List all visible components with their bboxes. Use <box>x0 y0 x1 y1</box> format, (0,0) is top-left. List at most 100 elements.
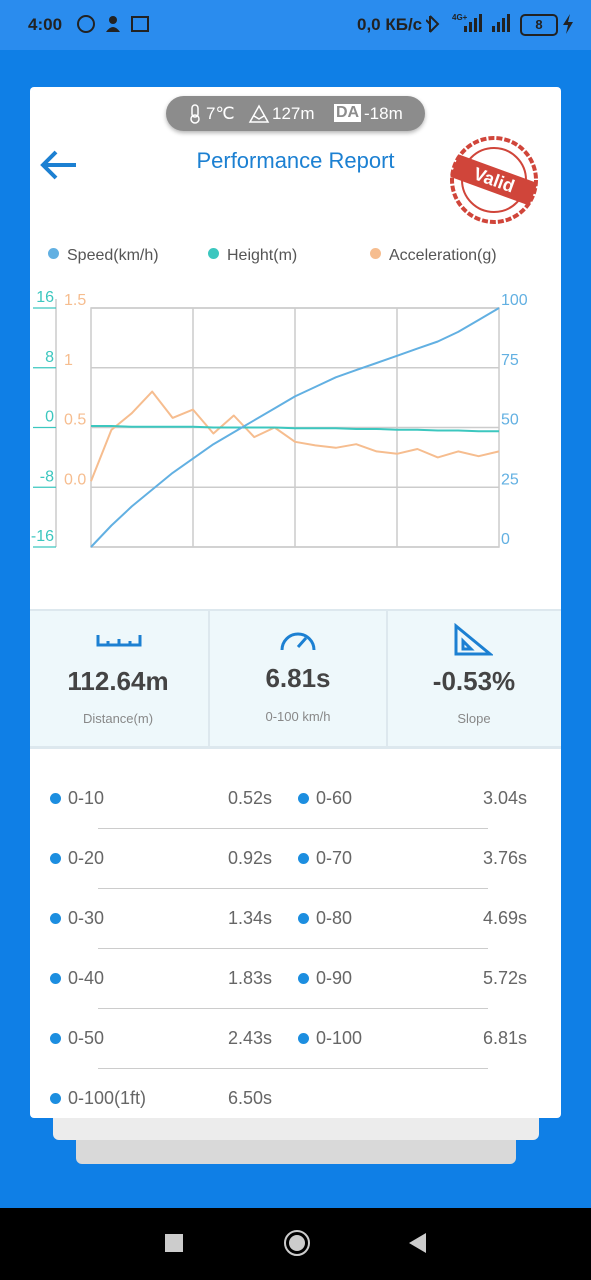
split-label: 0-90 <box>316 968 353 988</box>
legend-item: Acceleration(g) <box>370 247 497 265</box>
legend-dot <box>208 248 219 259</box>
battery: 8 <box>520 14 558 36</box>
density-altitude: -18m <box>364 104 403 123</box>
da-badge: DA <box>334 104 362 122</box>
mountain-icon <box>248 104 270 123</box>
split-dot <box>298 853 309 864</box>
legend-item: Height(m) <box>208 247 297 265</box>
split-label: 0-50 <box>68 1028 105 1048</box>
home-button[interactable] <box>284 1230 310 1256</box>
split-dot <box>50 793 61 804</box>
split-time: 0.92s <box>228 848 273 868</box>
series-line <box>90 390 500 482</box>
split-separator <box>98 948 488 949</box>
split-time: 4.69s <box>482 908 527 928</box>
split-dot <box>298 793 309 804</box>
temperature: 7℃ <box>206 104 235 123</box>
thermometer-icon <box>190 104 200 124</box>
y3-tick-label: 0.0 <box>64 471 86 488</box>
y3-tick-label: 0.5 <box>64 412 86 429</box>
slope-icon <box>454 623 493 656</box>
split-time: 3.04s <box>482 788 527 808</box>
split-time: 1.83s <box>228 968 273 988</box>
legend-dot <box>370 248 381 259</box>
clock: 4:00 <box>28 15 63 34</box>
split-dot <box>50 973 61 984</box>
series-line <box>91 425 499 433</box>
report-card <box>30 87 561 1118</box>
status-icons <box>77 15 149 33</box>
legend-label: Height(m) <box>227 247 298 264</box>
split-time: 1.34s <box>228 908 273 928</box>
split-dot <box>298 973 309 984</box>
valid-stamp: Valid <box>450 136 538 224</box>
split-time: 6.50s <box>228 1088 273 1108</box>
split-time: 2.43s <box>228 1028 273 1048</box>
split-label: 0-80 <box>316 908 353 928</box>
gauge-icon <box>280 632 316 651</box>
metric-value: 112.64m <box>67 666 169 696</box>
split-label: 0-10 <box>68 788 105 808</box>
nav-bar <box>0 1208 591 1280</box>
back-button[interactable] <box>38 148 80 182</box>
split-label: 0-100 <box>316 1028 363 1048</box>
split-dot <box>50 853 61 864</box>
split-separator <box>98 888 488 889</box>
nav-buttons <box>165 1230 426 1256</box>
y-tick-label: -16 <box>31 528 54 545</box>
metric-value: 6.81s <box>265 663 331 693</box>
metric-cell: 6.81s 0-100 km/h <box>208 611 388 746</box>
legend-dot <box>48 248 59 259</box>
signal-type: 4G+ <box>452 13 468 22</box>
y3-tick-label: 1.5 <box>64 292 86 309</box>
ruler-icon <box>96 635 142 647</box>
recents-button[interactable] <box>165 1234 183 1252</box>
split-label: 0-70 <box>316 848 353 868</box>
legend-label: Speed(km/h) <box>67 247 159 264</box>
metric-label: Slope <box>457 711 491 726</box>
card-shadow <box>53 1118 539 1140</box>
battery-level: 8 <box>535 17 543 32</box>
back-nav-button[interactable] <box>409 1233 426 1253</box>
y3-tick-label: 1 <box>64 352 73 369</box>
split-dot <box>50 1093 61 1104</box>
status-bar: 4:00 0,0 КБ/с 4G+ 8 <box>0 0 591 50</box>
y-tick-label: 16 <box>36 289 54 306</box>
network-speed: 0,0 КБ/с <box>357 15 423 34</box>
split-time: 0.52s <box>228 788 273 808</box>
split-label: 0-30 <box>68 908 105 928</box>
metric-value: -0.53% <box>432 666 516 696</box>
split-label: 0-60 <box>316 788 353 808</box>
series-line <box>90 307 500 548</box>
y2-tick-label: 25 <box>501 471 519 488</box>
split-time: 6.81s <box>482 1028 527 1048</box>
y-tick-label: 8 <box>45 349 54 366</box>
signal-icons <box>426 14 510 33</box>
split-separator <box>98 1068 488 1069</box>
metrics-panel: 112.64m Distance(m) 6.81s 0-100 km/h -0.53… <box>30 609 561 749</box>
legend-label: Acceleration(g) <box>389 247 497 264</box>
split-dot <box>298 913 309 924</box>
y2-tick-label: 100 <box>501 292 528 309</box>
metric-label: 0-100 km/h <box>265 709 331 724</box>
page-title: Performance Report <box>196 148 395 173</box>
conditions-pill: 7℃ 127m DA -18m <box>166 96 425 131</box>
split-label: 0-40 <box>68 968 105 988</box>
legend-item: Speed(km/h) <box>48 247 159 265</box>
card-shadow <box>76 1140 516 1164</box>
y-tick-label: -8 <box>40 468 54 485</box>
y2-tick-label: 0 <box>501 531 510 548</box>
split-separator <box>98 1008 488 1009</box>
y-tick-label: 0 <box>45 409 54 426</box>
metric-label: Distance(m) <box>82 711 154 726</box>
split-time: 5.72s <box>482 968 527 988</box>
altitude: 127m <box>272 104 315 123</box>
split-label: 0-100(1ft) <box>68 1088 147 1108</box>
charging-icon <box>563 14 573 34</box>
split-dot <box>50 1033 61 1044</box>
split-separator <box>98 828 488 829</box>
split-label: 0-20 <box>68 848 105 868</box>
y2-tick-label: 75 <box>501 352 519 369</box>
metric-cell: 112.64m Distance(m) <box>30 611 206 746</box>
